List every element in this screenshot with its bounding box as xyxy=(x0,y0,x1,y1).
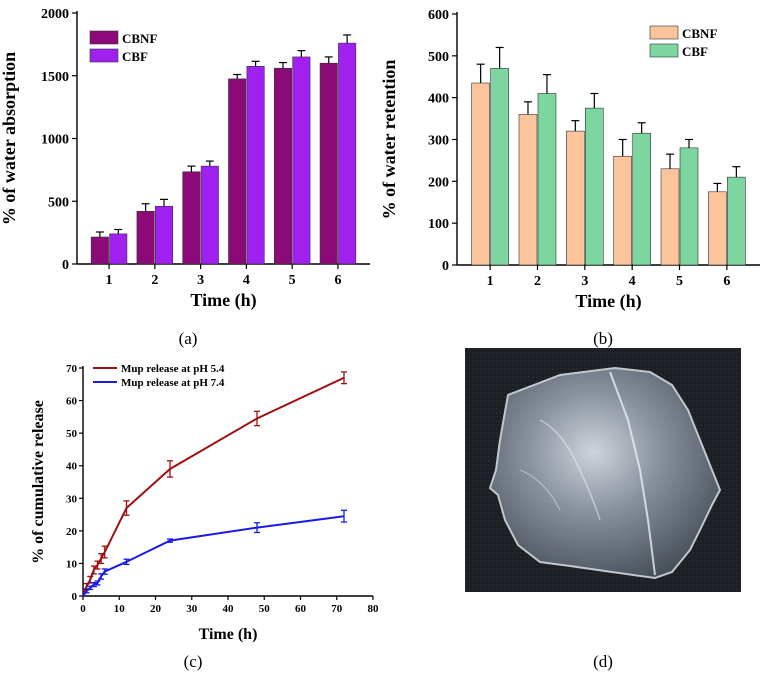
bar-cbnf-6 xyxy=(319,62,338,265)
legend-label-ph-7-4: Mup release at pH 7.4 xyxy=(121,377,225,389)
y-tick-label: 200 xyxy=(428,175,449,190)
panel-label-d: (d) xyxy=(593,652,613,671)
bar-cbnf-2 xyxy=(136,210,155,265)
bar-cbf-6 xyxy=(338,42,357,265)
y-tick-label: 40 xyxy=(66,461,78,473)
x-tick-label: 10 xyxy=(114,603,126,615)
bar-cbf-5 xyxy=(292,56,311,265)
legend-label-cbf: CBF xyxy=(682,44,708,59)
bar-cbf-3 xyxy=(200,165,219,265)
y-tick-label: 0 xyxy=(442,259,449,274)
x-tick-label: 6 xyxy=(334,273,341,288)
bar-cbf-1 xyxy=(109,233,128,265)
hydrogel-film-photo-icon xyxy=(488,366,722,580)
x-tick-label: 20 xyxy=(150,603,162,615)
water-absorption-chart: 0 500 1000 1500 2000 1 2 3 4 5 6 Time (h) % of water… xyxy=(0,7,370,311)
legend-swatch-cbf xyxy=(89,48,119,63)
x-tick-label: 2 xyxy=(534,274,541,289)
x-tick-label: 3 xyxy=(197,273,204,288)
x-tick-label: 6 xyxy=(723,274,730,289)
bar-cbnf-1 xyxy=(471,82,490,266)
y-tick-label: 20 xyxy=(66,526,78,538)
x-tick-label: 30 xyxy=(186,603,198,615)
y-tick-label: 50 xyxy=(66,428,78,440)
y-tick-label: 500 xyxy=(428,50,449,65)
x-tick-label: 60 xyxy=(295,603,307,615)
panel-label-c: (c) xyxy=(184,652,203,671)
film-highlight xyxy=(539,419,601,521)
y-tick-label: 70 xyxy=(66,363,78,375)
bar-cbf-5 xyxy=(679,147,699,266)
x-tick-label: 70 xyxy=(331,603,343,615)
y-axis-label: % of water retention xyxy=(379,60,399,220)
bar-cbf-2 xyxy=(537,93,557,266)
cumulative-release-chart: 0 10 20 30 40 50 60 70 0 10 20 30 40 50 60 70 80 Time (h)… xyxy=(30,363,379,643)
y-tick-label: 0 xyxy=(72,591,78,603)
bar-cbnf-5 xyxy=(273,67,292,265)
x-axis-label: Time (h) xyxy=(190,290,256,311)
bar-cbf-6 xyxy=(727,176,746,266)
bar-cbnf-5 xyxy=(660,168,680,266)
legend-label-cbnf: CBNF xyxy=(682,26,717,41)
bar-cbf-2 xyxy=(155,205,174,265)
y-axis-label: % of cumulative release xyxy=(30,400,47,564)
x-tick-label: 2 xyxy=(151,273,158,288)
x-tick-label: 3 xyxy=(581,274,588,289)
y-tick-label: 60 xyxy=(66,396,78,408)
x-tick-label: 4 xyxy=(629,274,636,289)
bar-cbnf-4 xyxy=(228,78,247,265)
legend-label-cbnf: CBNF xyxy=(122,31,157,46)
legend-swatch-cbf xyxy=(649,43,679,58)
film-fold-line xyxy=(609,371,656,576)
series-line-ph-7-4 xyxy=(82,515,345,597)
legend-label-cbf: CBF xyxy=(122,49,148,64)
x-axis-label: Time (h) xyxy=(199,626,258,643)
y-tick-label: 500 xyxy=(48,195,69,210)
water-retention-chart: 0 100 200 300 400 500 600 1 2 3 4 5 6 Time (h) % of wa… xyxy=(379,8,760,312)
bar-cbnf-2 xyxy=(518,114,538,266)
x-tick-label: 5 xyxy=(676,274,683,289)
y-tick-label: 10 xyxy=(66,558,78,570)
y-tick-label: 1500 xyxy=(41,70,69,85)
y-tick-label: 600 xyxy=(428,8,449,23)
bar-cbnf-1 xyxy=(90,236,109,265)
hydrogel-photo xyxy=(465,348,741,592)
x-tick-label: 80 xyxy=(368,603,380,615)
x-tick-label: 50 xyxy=(259,603,271,615)
x-tick-label: 40 xyxy=(223,603,235,615)
y-tick-label: 0 xyxy=(62,258,69,273)
y-tick-label: 1000 xyxy=(41,133,69,148)
panel-label-b: (b) xyxy=(593,329,613,348)
legend-label-ph-5-4: Mup release at pH 5.4 xyxy=(121,363,225,375)
y-tick-label: 2000 xyxy=(41,7,69,22)
bar-cbnf-3 xyxy=(566,130,585,266)
y-tick-label: 300 xyxy=(428,134,449,149)
x-tick-label: 1 xyxy=(487,274,494,289)
y-axis-label: % of water absorption xyxy=(0,52,19,225)
x-tick-label: 4 xyxy=(243,273,250,288)
x-tick-label: 0 xyxy=(80,603,86,615)
legend-swatch-cbnf xyxy=(89,30,119,45)
x-tick-label: 5 xyxy=(289,273,296,288)
bar-cbnf-3 xyxy=(182,171,201,265)
film-highlight-2 xyxy=(519,469,561,511)
bar-cbf-4 xyxy=(246,66,265,265)
panel-label-a: (a) xyxy=(179,329,198,348)
bar-cbf-1 xyxy=(490,68,509,266)
bar-cbf-3 xyxy=(585,107,604,266)
y-tick-label: 100 xyxy=(428,217,449,232)
y-tick-label: 400 xyxy=(428,92,449,107)
bar-cbf-4 xyxy=(632,132,651,266)
legend-swatch-cbnf xyxy=(649,25,679,40)
y-tick-label: 30 xyxy=(66,493,78,505)
bar-cbnf-6 xyxy=(708,191,727,266)
bar-cbnf-4 xyxy=(613,155,632,266)
x-tick-label: 1 xyxy=(106,273,113,288)
x-axis-label: Time (h) xyxy=(575,291,641,312)
